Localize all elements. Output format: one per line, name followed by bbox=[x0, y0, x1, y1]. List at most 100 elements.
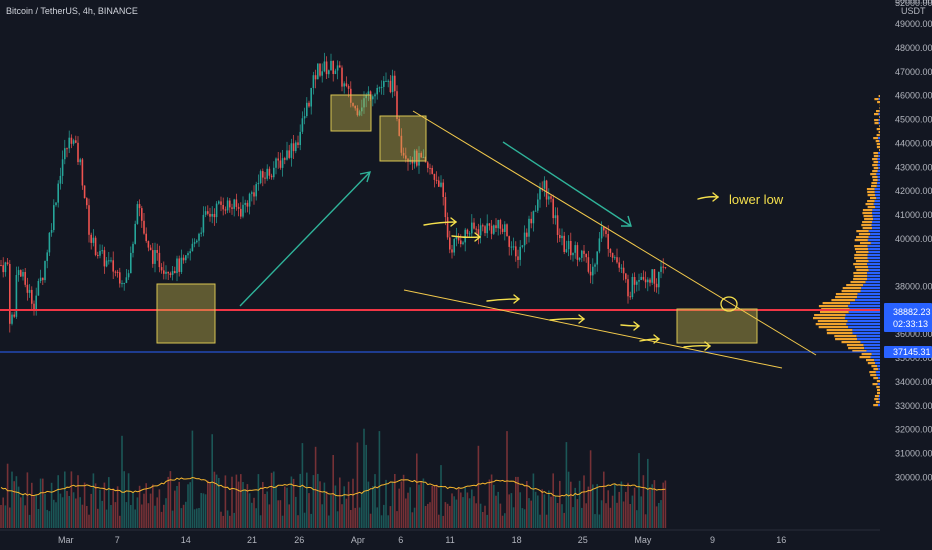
volume-bar bbox=[616, 502, 618, 528]
volume-bar bbox=[578, 480, 581, 528]
volume-bar bbox=[42, 478, 44, 528]
candle bbox=[523, 225, 526, 253]
volume-bar bbox=[424, 506, 427, 528]
lower-low-arrow-1 bbox=[423, 217, 458, 227]
volume-profile-row bbox=[873, 152, 879, 155]
candle bbox=[499, 218, 502, 235]
volume-profile-row bbox=[868, 266, 884, 269]
volume-bar bbox=[270, 472, 273, 528]
candle bbox=[81, 158, 84, 190]
volume-bar bbox=[343, 486, 345, 528]
volume-bar bbox=[149, 493, 152, 528]
candle bbox=[622, 260, 625, 281]
candle bbox=[116, 269, 119, 278]
volume-bar bbox=[442, 515, 444, 528]
volume-bar bbox=[488, 479, 491, 528]
candle bbox=[288, 144, 290, 160]
candle bbox=[398, 116, 400, 137]
volume-bar bbox=[444, 502, 447, 528]
volume-bar bbox=[154, 505, 156, 528]
volume-bar bbox=[92, 473, 95, 528]
candle bbox=[561, 228, 563, 246]
candle bbox=[180, 249, 183, 274]
countdown-label: 02:33:13 bbox=[893, 319, 928, 329]
price-axis-label: 30000.00 bbox=[895, 472, 932, 482]
volume-bar bbox=[4, 505, 7, 528]
volume-bar bbox=[394, 474, 396, 528]
volume-bar bbox=[550, 496, 552, 528]
volume-bar bbox=[86, 506, 88, 528]
candle bbox=[556, 207, 559, 243]
volume-bar bbox=[187, 484, 189, 528]
volume-bar bbox=[440, 465, 442, 528]
volume-bar bbox=[64, 471, 66, 528]
upper-trendline[interactable] bbox=[412, 110, 817, 356]
volume-profile-row bbox=[867, 272, 884, 275]
volume-profile-row bbox=[874, 188, 884, 191]
candle bbox=[77, 136, 79, 165]
candle bbox=[537, 193, 539, 213]
candle bbox=[510, 241, 513, 256]
volume-bar bbox=[633, 487, 636, 528]
price-axis[interactable]: USDT 52000.0051000.0050000.0049000.00480… bbox=[880, 0, 932, 530]
volume-bar bbox=[130, 505, 132, 528]
volume-profile-row bbox=[869, 371, 876, 374]
time-axis[interactable]: Mar 7 14 21 26 Apr 6 11 18 25 May 9 16 bbox=[0, 529, 880, 545]
candle bbox=[251, 190, 253, 202]
candle bbox=[517, 249, 519, 269]
candle bbox=[204, 206, 207, 218]
consolidation-box-4[interactable] bbox=[676, 308, 758, 344]
candle bbox=[108, 252, 110, 265]
candle bbox=[548, 188, 550, 205]
candle bbox=[297, 135, 299, 149]
candle bbox=[594, 262, 596, 275]
candle bbox=[521, 245, 524, 249]
candle bbox=[559, 228, 561, 242]
breakout-circle[interactable] bbox=[720, 296, 738, 312]
volume-bar bbox=[264, 494, 266, 528]
volume-profile-row bbox=[874, 395, 879, 398]
volume-profile-row bbox=[861, 287, 884, 290]
candle bbox=[270, 173, 273, 180]
candle bbox=[321, 63, 323, 83]
candle bbox=[281, 150, 284, 177]
time-axis-label: May bbox=[634, 535, 652, 545]
volume-profile-row bbox=[873, 377, 879, 380]
consolidation-box-3[interactable] bbox=[379, 115, 427, 162]
candle bbox=[207, 205, 209, 216]
volume-bar bbox=[191, 430, 194, 528]
volume-profile-row bbox=[855, 299, 884, 302]
volume-profile-row bbox=[818, 305, 849, 308]
volume-bar bbox=[609, 507, 612, 528]
lower-trendline[interactable] bbox=[403, 289, 783, 369]
candle bbox=[435, 171, 438, 184]
volume-bar bbox=[202, 493, 205, 528]
consolidation-box-2[interactable] bbox=[330, 94, 372, 132]
volume-profile-row bbox=[875, 140, 880, 143]
consolidation-box-1[interactable] bbox=[156, 283, 216, 344]
candle bbox=[427, 161, 429, 173]
candle bbox=[86, 197, 88, 209]
volume-profile-row bbox=[870, 233, 884, 236]
volume-profile-row bbox=[872, 215, 884, 218]
volume-bar bbox=[321, 504, 323, 528]
volume-bar bbox=[262, 482, 264, 528]
volume-bar bbox=[174, 490, 176, 528]
volume-bar bbox=[649, 488, 651, 528]
current-price-badge[interactable]: 38882.23 02:33:13 bbox=[884, 303, 932, 332]
support-price-badge[interactable]: 37145.31 bbox=[884, 346, 932, 358]
candle bbox=[453, 237, 455, 256]
uptrend-arrow[interactable] bbox=[239, 171, 372, 307]
volume-bar bbox=[625, 491, 627, 528]
candle bbox=[383, 76, 385, 95]
candle bbox=[231, 203, 233, 215]
volume-bar bbox=[413, 507, 416, 528]
candle bbox=[482, 223, 484, 232]
candle bbox=[332, 60, 334, 82]
downtrend-arrow[interactable] bbox=[502, 141, 632, 227]
lower-low-arrow-7 bbox=[683, 341, 712, 351]
candle bbox=[37, 278, 40, 296]
volume-profile-row bbox=[853, 263, 868, 266]
candle bbox=[486, 214, 488, 238]
